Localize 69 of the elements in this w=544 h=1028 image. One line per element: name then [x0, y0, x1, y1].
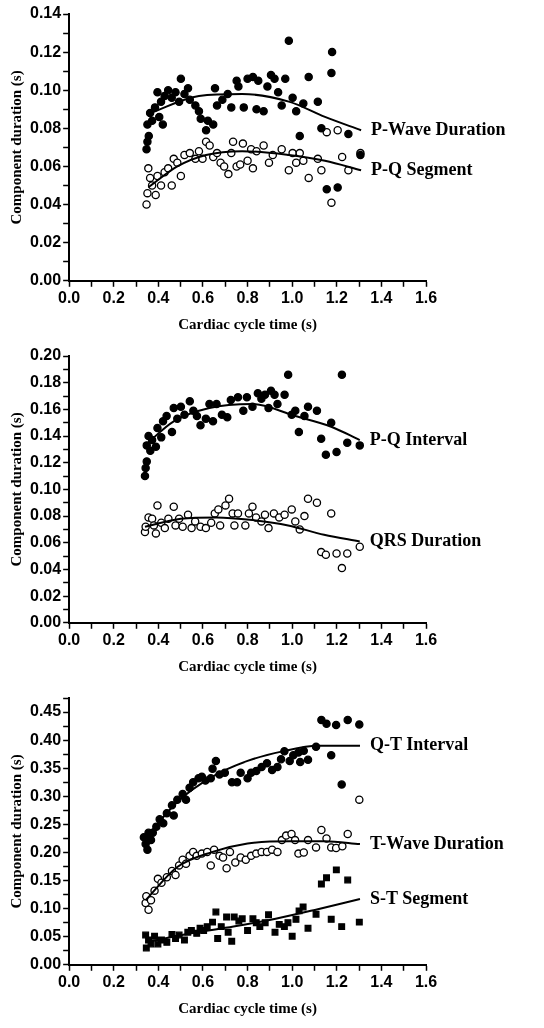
x-tick-label: 1.2	[325, 288, 348, 306]
y-tick-label: 0.45	[30, 702, 62, 720]
series-label: P-Q Segment	[371, 158, 473, 179]
x-tick-label: 0.2	[102, 972, 125, 990]
y-tick-label: 0.12	[30, 42, 62, 60]
y-axis-title: Component duration (s)	[7, 70, 25, 225]
x-axis-title: Cardiac cycle time (s)	[178, 999, 317, 1017]
x-tick-label: 1.0	[281, 972, 304, 990]
x-tick-label: 1.0	[281, 288, 304, 306]
x-tick-label: 0.4	[147, 630, 170, 648]
series-label: QRS Duration	[369, 530, 482, 551]
y-tick-label: 0.40	[30, 730, 62, 748]
x-tick-label: 0.6	[191, 288, 215, 306]
y-tick-label: 0.14	[30, 4, 62, 22]
y-tick-label: 0.20	[30, 346, 62, 364]
y-axis-title: Component duration (s)	[7, 412, 25, 567]
y-tick-label: 0.00	[30, 271, 62, 289]
x-tick-label: 1.6	[414, 630, 438, 648]
y-tick-label: 0.08	[30, 506, 62, 524]
x-tick-label: 1.4	[370, 288, 393, 306]
x-tick-label: 0.6	[191, 630, 215, 648]
y-tick-label: 0.35	[30, 758, 62, 776]
x-tick-label: 0.4	[147, 288, 170, 306]
series-label: P-Wave Duration	[371, 118, 506, 139]
y-tick-label: 0.00	[30, 613, 62, 631]
x-tick-label: 1.4	[370, 630, 393, 648]
y-tick-label: 0.06	[30, 533, 62, 551]
y-tick-label: 0.04	[30, 559, 62, 577]
series-label: P-Q Interval	[369, 428, 468, 449]
y-tick-label: 0.16	[30, 399, 62, 417]
y-tick-label: 0.02	[30, 586, 62, 604]
x-tick-label: 0.2	[102, 288, 125, 306]
series-label: Q-T Interval	[369, 734, 469, 755]
x-tick-label: 1.2	[325, 630, 348, 648]
x-tick-label: 1.2	[325, 972, 348, 990]
y-tick-label: 0.10	[30, 899, 62, 917]
series-label: T-Wave Duration	[369, 832, 504, 853]
y-tick-label: 0.10	[30, 80, 62, 98]
y-tick-label: 0.00	[30, 955, 62, 973]
x-axis-title: Cardiac cycle time (s)	[178, 315, 317, 333]
x-axis-title: Cardiac cycle time (s)	[178, 657, 317, 675]
y-tick-label: 0.05	[30, 927, 62, 945]
x-tick-label: 1.6	[414, 288, 438, 306]
x-tick-label: 0.8	[236, 630, 259, 648]
x-tick-label: 0.6	[191, 972, 215, 990]
y-tick-label: 0.04	[30, 194, 62, 212]
y-tick-label: 0.14	[30, 426, 62, 444]
x-tick-label: 0.4	[147, 972, 170, 990]
y-tick-label: 0.15	[30, 870, 62, 888]
y-tick-label: 0.12	[30, 453, 62, 471]
x-tick-label: 0.0	[58, 288, 81, 306]
y-tick-label: 0.18	[30, 373, 62, 391]
y-tick-label: 0.06	[30, 156, 62, 174]
y-tick-label: 0.25	[30, 814, 62, 832]
y-axis-title: Component duration (s)	[7, 754, 25, 909]
x-tick-label: 1.4	[370, 972, 393, 990]
y-tick-label: 0.10	[30, 479, 62, 497]
x-tick-label: 1.6	[414, 972, 438, 990]
y-tick-label: 0.30	[30, 786, 62, 804]
x-tick-label: 1.0	[281, 630, 304, 648]
x-tick-label: 0.0	[58, 630, 81, 648]
x-tick-label: 0.8	[236, 972, 259, 990]
x-tick-label: 0.2	[102, 630, 125, 648]
y-tick-label: 0.20	[30, 842, 62, 860]
y-tick-label: 0.02	[30, 233, 62, 251]
series-label: S-T Segment	[369, 887, 469, 908]
x-tick-label: 0.8	[236, 288, 259, 306]
y-tick-label: 0.08	[30, 118, 62, 136]
x-tick-label: 0.0	[58, 972, 81, 990]
